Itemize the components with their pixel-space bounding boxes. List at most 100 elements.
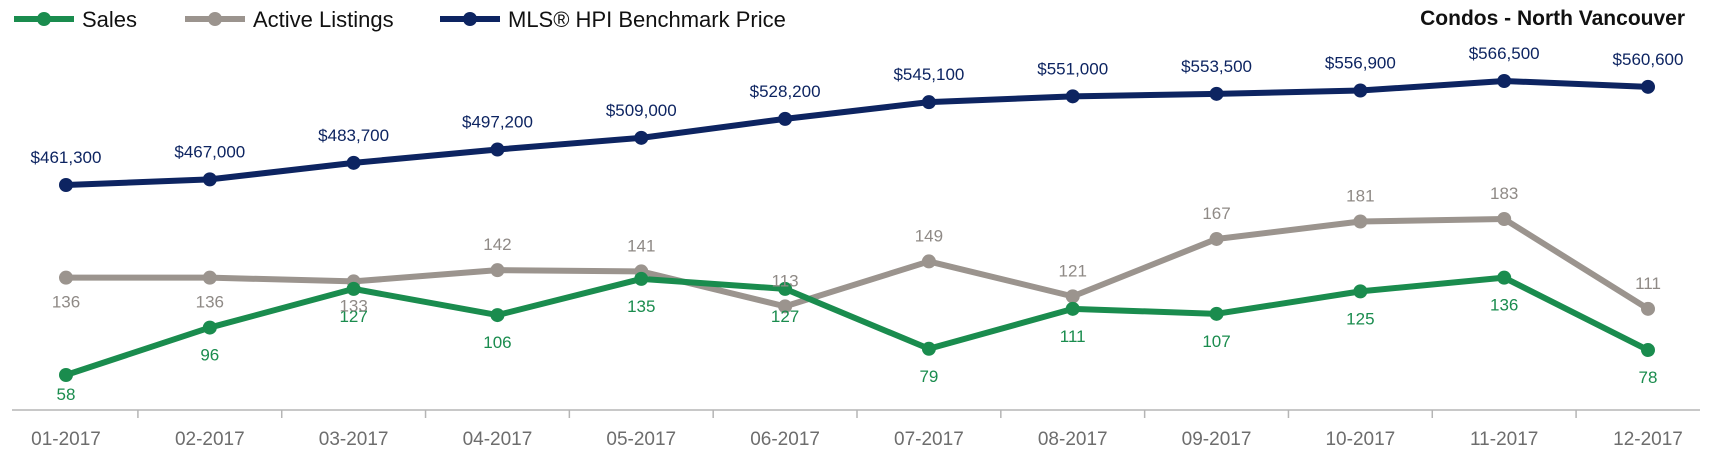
legend-marker-active-listings — [208, 12, 222, 26]
data-label-hpi-price: $553,500 — [1181, 57, 1252, 76]
data-point-active-listings[interactable] — [778, 299, 793, 314]
data-point-sales[interactable] — [1209, 306, 1224, 321]
x-tick-label: 12-2017 — [1613, 429, 1683, 450]
data-label-sales: 106 — [483, 333, 511, 352]
data-point-sales[interactable] — [634, 271, 649, 286]
data-label-sales: 111 — [1060, 327, 1086, 346]
data-label-sales: 127 — [771, 307, 799, 326]
data-point-hpi-price[interactable] — [1209, 86, 1224, 101]
x-tick-label: 04-2017 — [463, 429, 533, 450]
series-line-active-listings — [63, 216, 1651, 312]
series-line-sales — [63, 274, 1651, 378]
data-label-active-listings: 181 — [1346, 186, 1374, 205]
data-label-sales: 125 — [1346, 309, 1374, 328]
legend-item-hpi-price[interactable]: MLS® HPI Benchmark Price — [440, 7, 786, 32]
data-point-active-listings[interactable] — [1065, 289, 1080, 304]
legend-item-sales[interactable]: Sales — [14, 7, 137, 32]
data-label-active-listings: 141 — [627, 236, 655, 255]
data-label-sales: 136 — [1490, 296, 1518, 315]
data-labels-layer: 58 96 127 106 135 127 79 111 107 125 136 78 136 136 13… — [31, 44, 1684, 404]
legend-marker-sales — [37, 12, 51, 26]
legend: Sales Active Listings MLS® HPI Benchmark… — [14, 7, 786, 32]
legend-label-sales: Sales — [82, 7, 137, 32]
data-label-active-listings: 142 — [483, 235, 511, 254]
legend-label-active-listings: Active Listings — [253, 7, 394, 32]
data-point-hpi-price[interactable] — [59, 178, 73, 192]
x-tick-label: 01-2017 — [31, 429, 101, 450]
data-point-hpi-price[interactable] — [490, 142, 505, 157]
data-label-active-listings: 136 — [52, 293, 80, 312]
data-point-sales[interactable] — [778, 281, 793, 296]
x-tick-label: 10-2017 — [1325, 429, 1395, 450]
data-point-sales[interactable] — [1353, 284, 1368, 299]
data-label-hpi-price: $556,900 — [1325, 53, 1396, 72]
data-point-hpi-price[interactable] — [921, 95, 936, 110]
data-label-sales: 58 — [57, 385, 76, 404]
data-label-hpi-price: $566,500 — [1469, 44, 1540, 63]
data-label-hpi-price: $545,100 — [893, 65, 964, 84]
data-point-hpi-price[interactable] — [1497, 74, 1512, 88]
x-tick-label: 07-2017 — [894, 429, 964, 450]
data-point-hpi-price[interactable] — [1353, 83, 1368, 98]
x-tick-label: 11-2017 — [1470, 429, 1538, 450]
data-label-hpi-price: $461,300 — [31, 148, 102, 167]
data-point-hpi-price[interactable] — [1065, 89, 1080, 104]
data-point-sales[interactable] — [490, 308, 505, 323]
data-label-hpi-price: $509,000 — [606, 101, 677, 120]
data-point-active-listings[interactable] — [59, 270, 73, 285]
data-point-active-listings[interactable] — [1353, 214, 1368, 229]
data-label-hpi-price: $528,200 — [750, 82, 821, 101]
data-label-sales: 79 — [919, 367, 938, 386]
legend-marker-hpi-price — [463, 12, 477, 26]
data-label-active-listings: 133 — [339, 296, 367, 315]
data-point-active-listings[interactable] — [1209, 231, 1224, 246]
data-point-sales[interactable] — [1641, 343, 1655, 358]
data-point-sales[interactable] — [1065, 301, 1080, 316]
data-point-sales[interactable] — [921, 341, 936, 356]
data-label-active-listings: 121 — [1059, 261, 1087, 280]
data-point-hpi-price[interactable] — [634, 130, 649, 145]
series-layer — [59, 74, 1655, 382]
data-point-sales[interactable] — [202, 320, 217, 335]
x-tick-label: 08-2017 — [1038, 429, 1108, 450]
data-point-sales[interactable] — [59, 368, 73, 382]
data-point-hpi-price[interactable] — [346, 155, 361, 170]
data-point-active-listings[interactable] — [490, 263, 505, 278]
series-line-hpi-price — [63, 78, 1651, 188]
data-label-active-listings: 136 — [196, 293, 224, 312]
data-label-sales: 135 — [627, 297, 655, 316]
data-label-sales: 78 — [1639, 368, 1658, 387]
data-point-hpi-price[interactable] — [778, 111, 793, 126]
data-point-active-listings[interactable] — [1641, 301, 1655, 316]
x-tick-label: 02-2017 — [175, 429, 245, 450]
data-label-hpi-price: $551,000 — [1037, 59, 1108, 78]
chart-title: Condos - North Vancouver — [1420, 7, 1685, 30]
legend-label-hpi-price: MLS® HPI Benchmark Price — [508, 7, 786, 32]
x-tick-label: 05-2017 — [606, 429, 676, 450]
data-point-active-listings[interactable] — [202, 270, 217, 285]
data-label-hpi-price: $497,200 — [462, 113, 533, 132]
legend-item-active-listings[interactable]: Active Listings — [185, 7, 394, 32]
x-tick-label: 06-2017 — [750, 429, 820, 450]
data-point-sales[interactable] — [346, 281, 361, 296]
x-tick-label: 09-2017 — [1182, 429, 1252, 450]
data-label-sales: 107 — [1202, 332, 1230, 351]
data-point-active-listings[interactable] — [921, 254, 936, 269]
x-tick-label: 03-2017 — [319, 429, 389, 450]
data-label-active-listings: 183 — [1490, 184, 1518, 203]
data-label-active-listings: 167 — [1202, 204, 1230, 223]
data-label-hpi-price: $483,700 — [318, 126, 389, 145]
data-label-hpi-price: $560,600 — [1613, 50, 1684, 69]
data-point-sales[interactable] — [1497, 270, 1512, 285]
data-label-sales: 96 — [200, 346, 219, 365]
data-point-hpi-price[interactable] — [1641, 79, 1655, 94]
data-point-hpi-price[interactable] — [202, 172, 217, 187]
data-label-sales: 127 — [339, 307, 367, 326]
data-point-active-listings[interactable] — [1497, 212, 1512, 226]
data-label-active-listings: 149 — [915, 226, 943, 245]
x-axis-ticks: 01-2017 02-2017 03-2017 04-2017 05-2017 06-20… — [31, 410, 1683, 450]
data-label-hpi-price: $467,000 — [174, 142, 245, 161]
data-label-active-listings: 113 — [772, 271, 799, 290]
data-label-active-listings: 111 — [1635, 274, 1661, 293]
